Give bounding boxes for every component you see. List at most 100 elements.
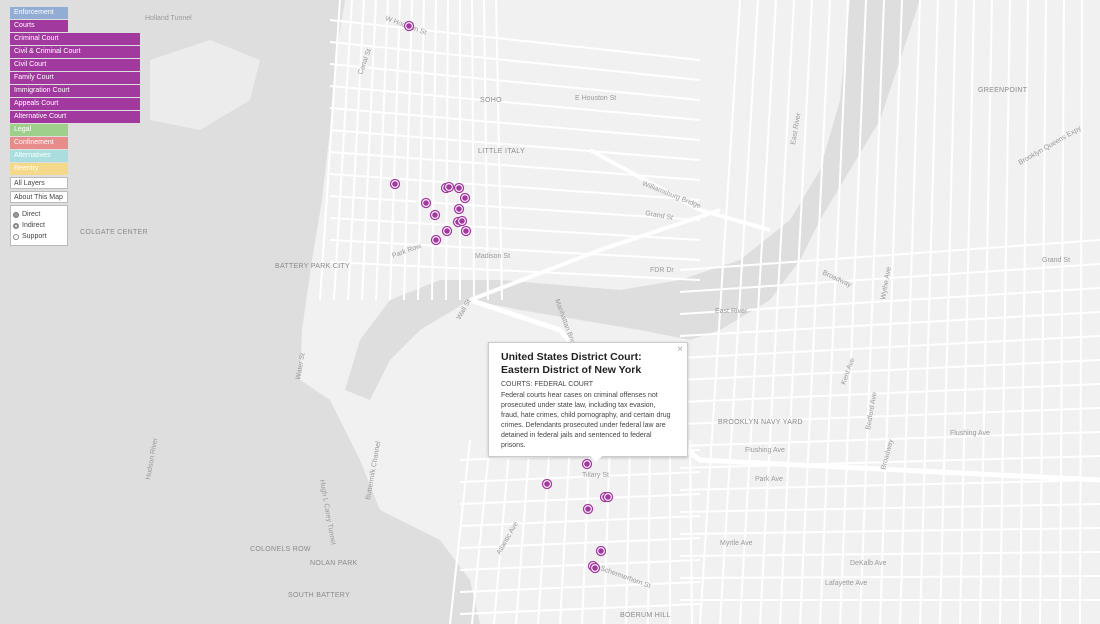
street [689, 439, 693, 624]
map-label: BROOKLYN NAVY YARD [718, 419, 803, 426]
layer-toggle[interactable]: Appeals Court [10, 98, 140, 110]
layer-list: Enforcement Courts Criminal Court Civil & C… [10, 7, 140, 175]
markers [389, 20, 614, 574]
street [459, 537, 701, 549]
legend-symbol [13, 233, 19, 240]
layer-toggle[interactable]: Confinement [10, 137, 68, 149]
street [493, 439, 511, 624]
street [329, 195, 701, 221]
street [679, 287, 1100, 315]
street [999, 0, 1011, 624]
street [329, 63, 701, 101]
street [361, 0, 377, 301]
street [679, 335, 1100, 359]
location-marker-core [592, 565, 598, 571]
street [779, 0, 813, 624]
street [333, 0, 353, 301]
street [445, 0, 449, 301]
map-label: GREENPOINT [978, 87, 1028, 94]
location-marker-core [423, 200, 429, 206]
street [739, 0, 777, 624]
layer-toggle[interactable]: Family Court [10, 72, 140, 84]
street [679, 503, 1100, 513]
location-marker-core [605, 494, 611, 500]
map-label: COLGATE CENTER [80, 229, 148, 236]
street [329, 129, 701, 161]
street [449, 439, 471, 624]
street [459, 493, 701, 505]
street [679, 575, 1100, 579]
map-label: Park Ave [755, 476, 783, 483]
location-marker-core [459, 218, 465, 224]
street [679, 263, 1100, 293]
street [603, 439, 611, 624]
street [979, 0, 993, 624]
layer-toggle[interactable]: Enforcement [10, 7, 68, 19]
street [879, 0, 903, 624]
map-label: NOLAN PARK [310, 560, 358, 567]
map-label: FDR Dr [650, 267, 674, 274]
street [799, 0, 831, 624]
street [679, 551, 1100, 557]
legend-item: Support [13, 231, 65, 242]
layer-toggle[interactable]: Alternative Court [10, 111, 140, 123]
street [899, 0, 921, 624]
location-marker-core [598, 548, 604, 554]
all-layers-button[interactable]: All Layers [10, 177, 68, 189]
street [459, 559, 701, 571]
street [471, 0, 475, 301]
location-marker-core [433, 237, 439, 243]
about-button[interactable]: About This Map [10, 191, 68, 203]
street [483, 0, 489, 301]
map-label: East River [715, 308, 748, 315]
layer-toggle[interactable]: Courts [10, 20, 68, 32]
popup: × United States District Court: Eastern … [488, 342, 688, 457]
layer-toggle[interactable]: Civil & Criminal Court [10, 46, 140, 58]
legend-item: Direct [13, 209, 65, 220]
layer-toggle[interactable]: Criminal Court [10, 33, 140, 45]
street [1019, 0, 1029, 624]
map-label: SOUTH BATTERY [288, 592, 350, 599]
layer-toggle[interactable]: Immigration Court [10, 85, 140, 97]
street [859, 0, 885, 624]
street [559, 439, 571, 624]
layer-toggle[interactable]: Civil Court [10, 59, 140, 71]
street [329, 173, 701, 201]
street [625, 439, 631, 624]
street [647, 439, 651, 624]
street [329, 239, 701, 261]
street [759, 0, 795, 624]
street [581, 439, 591, 624]
layer-menu: Enforcement Courts Criminal Court Civil & C… [10, 7, 140, 246]
map-label: BATTERY PARK CITY [275, 263, 350, 270]
map-label: Myrtle Ave [720, 540, 753, 547]
street [347, 0, 365, 301]
legend-label: Direct [22, 211, 41, 218]
street [375, 0, 389, 301]
street [431, 0, 437, 301]
street [319, 0, 341, 301]
street [719, 0, 759, 624]
popup-category: COURTS: FEDERAL COURT [501, 381, 594, 388]
street [329, 107, 701, 141]
legend-label: Indirect [22, 222, 45, 229]
street [537, 439, 551, 624]
map-label: SOHO [480, 97, 502, 104]
close-button[interactable]: × [677, 344, 683, 355]
legend-label: Support [22, 233, 47, 240]
layer-toggle[interactable]: Legal [10, 124, 68, 136]
bridge [589, 148, 771, 232]
map-label: COLONELS ROW [250, 546, 311, 553]
map-label: Tillary St [582, 472, 609, 479]
street [679, 311, 1100, 337]
popup-pointer [590, 456, 602, 462]
street [417, 0, 425, 301]
layer-toggle[interactable]: Alternatives [10, 150, 68, 162]
street [471, 439, 491, 624]
street [1079, 0, 1083, 624]
location-marker-core [392, 181, 398, 187]
layer-toggle[interactable]: Reentry [10, 163, 68, 175]
legend-symbol [13, 222, 19, 229]
map-label: BOERUM HILL [620, 612, 671, 619]
